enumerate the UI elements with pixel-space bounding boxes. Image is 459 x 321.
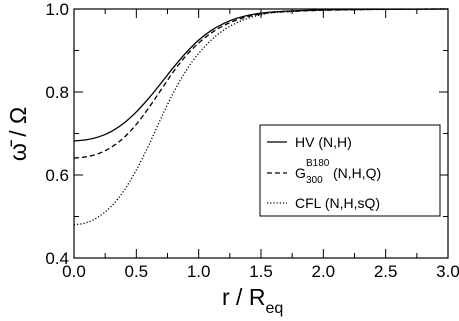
- legend-label-g300-sup: B180: [306, 158, 330, 169]
- y-tick-label: 0.4: [45, 249, 69, 268]
- x-tick-label: 1.5: [249, 262, 273, 281]
- axis-ticks: [73, 8, 449, 259]
- series-line-g300: [73, 8, 449, 159]
- x-tick-label: 2.0: [312, 262, 336, 281]
- series-line-cfl: [73, 8, 449, 226]
- x-tick-label: 0.0: [62, 262, 86, 281]
- series-lines: [73, 8, 449, 226]
- legend-label-g300: G B180 300 (N,H,Q): [295, 153, 381, 186]
- y-tick-labels: 0.4 0.6 0.8 1.0: [45, 0, 69, 268]
- x-tick-label: 0.5: [125, 262, 149, 281]
- x-tick-label: 2.5: [374, 262, 398, 281]
- legend-box: [259, 124, 441, 217]
- series-line-hv: [73, 8, 449, 142]
- legend: HV (N,H) G B180 300 (N,H,Q) CFL (N,H,sQ): [259, 124, 441, 217]
- x-tick-label: 1.0: [187, 262, 211, 281]
- x-axis-label: r / Req: [222, 284, 283, 317]
- x-tick-labels: 0.0 0.5 1.0 1.5 2.0 2.5 3.0: [62, 262, 459, 281]
- legend-label-g300-tail: (N,H,Q): [333, 165, 381, 181]
- x-axis-label-main: r / R: [222, 284, 265, 310]
- y-axis-label: ω̄ / Ω: [5, 107, 31, 161]
- legend-label-g300-sub: 300: [306, 175, 323, 186]
- legend-label-cfl: CFL (N,H,sQ): [295, 195, 380, 211]
- legend-label-g300-base: G: [295, 165, 306, 181]
- y-tick-label: 0.8: [45, 83, 69, 102]
- x-axis-label-subscript: eq: [265, 300, 283, 317]
- x-tick-label: 3.0: [436, 262, 459, 281]
- legend-label-hv: HV (N,H): [295, 134, 352, 150]
- y-tick-label: 1.0: [45, 0, 69, 19]
- y-tick-label: 0.6: [45, 166, 69, 185]
